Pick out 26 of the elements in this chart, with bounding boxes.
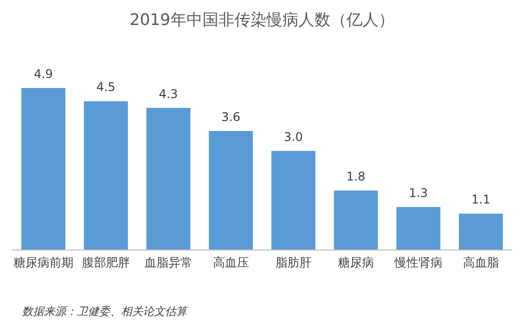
bar [208,130,253,250]
data-label: 1.3 [408,186,428,200]
bar [21,88,66,250]
data-label: 4.5 [96,80,116,94]
x-tick-label: 高血脂 [462,256,499,270]
bar [271,150,316,250]
x-tick-label: 糖尿病前期 [13,256,74,270]
x-tick-label: 脂肪肝 [275,256,312,270]
x-tick-label: 糖尿病 [338,256,374,270]
bar [334,190,378,250]
bar [458,214,503,250]
data-label: 4.3 [158,86,178,101]
data-label: 1.8 [346,169,366,184]
bar [84,101,128,250]
x-tick-label: 慢性肾病 [393,256,442,270]
bar [146,108,190,250]
data-label: 3.6 [221,110,240,124]
x-tick-label: 腹部肥胖 [82,256,130,270]
source-note: 数据来源：卫健委、相关论文估算 [22,304,187,319]
data-label: 1.1 [471,192,490,207]
chart-title: 2019年中国非传染慢病人数（亿人） [128,10,396,31]
bar [396,207,440,250]
x-tick-label: 高血压 [212,256,249,270]
x-tick-label: 血脂异常 [144,256,192,270]
data-label: 4.9 [34,67,53,81]
data-label: 3.0 [284,130,303,144]
